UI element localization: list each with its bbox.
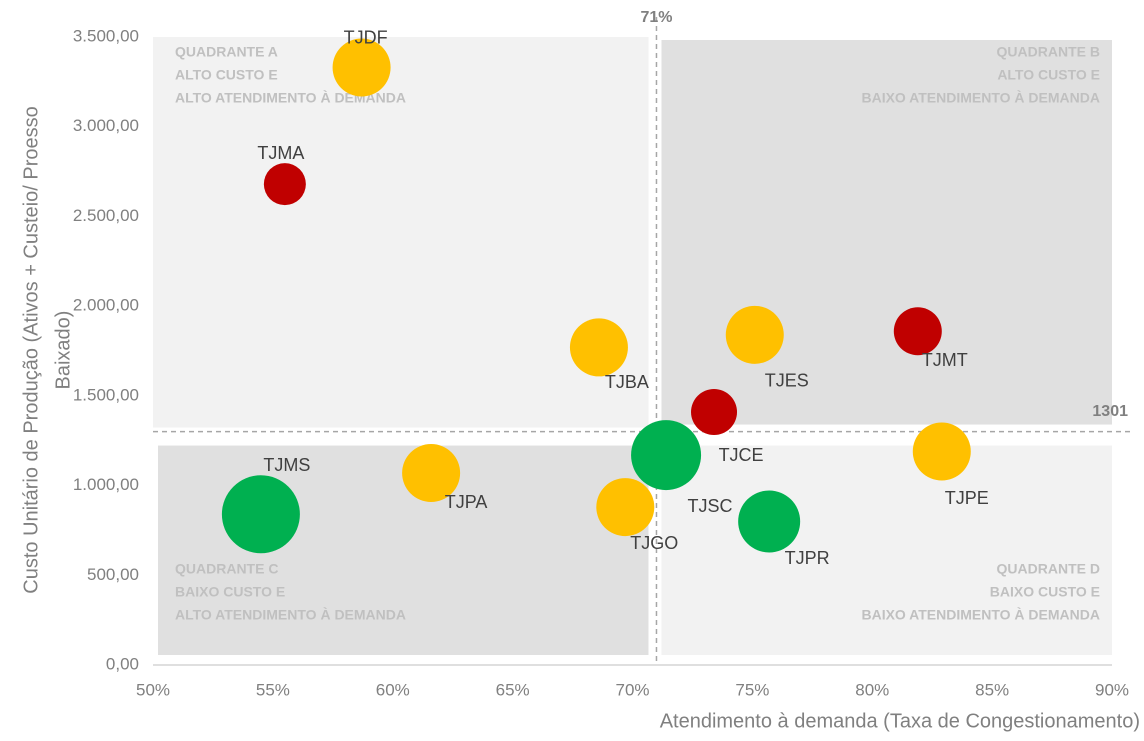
x-axis-label: Atendimento à demanda (Taxa de Congestio… [660, 710, 1140, 732]
bubble [221, 475, 300, 554]
bubble [691, 389, 738, 436]
bubble [402, 444, 461, 503]
bubble [631, 420, 702, 491]
x-tick-label: 60% [376, 680, 410, 699]
point-label: TJBA [605, 372, 649, 392]
quadrant-label: BAIXO ATENDIMENTO À DEMANDA [861, 606, 1100, 622]
quadrant-label: ALTO ATENDIMENTO À DEMANDA [175, 606, 406, 622]
x-tick-label: 65% [496, 680, 530, 699]
point-label: TJMS [263, 455, 310, 475]
bubble [596, 478, 655, 537]
point-label: TJMT [922, 350, 968, 370]
point-label: TJPE [945, 488, 989, 508]
y-tick-label: 2.500,00 [73, 206, 139, 225]
quadrant-bg [661, 40, 1112, 425]
point-label: TJSC [688, 496, 733, 516]
point-label: TJCE [719, 445, 764, 465]
quadrant-label: ALTO ATENDIMENTO À DEMANDA [175, 90, 406, 106]
point-label: TJGO [630, 533, 678, 553]
point-label: TJDF [344, 27, 388, 47]
x-tick-label: 85% [975, 680, 1009, 699]
x-tick-label: 50% [136, 680, 170, 699]
y-tick-label: 500,00 [87, 565, 139, 584]
x-tick-label: 55% [256, 680, 290, 699]
point-label: TJPA [445, 492, 488, 512]
quadrant-label: BAIXO CUSTO E [175, 583, 285, 599]
bubble [332, 38, 391, 97]
x-tick-label: 70% [615, 680, 649, 699]
bubble [912, 422, 971, 481]
bubble [738, 490, 801, 553]
v-reference-label: 71% [640, 9, 672, 26]
y-tick-label: 1.500,00 [73, 385, 139, 404]
bubble [893, 307, 942, 356]
y-tick-label: 0,00 [106, 654, 139, 673]
bubble [263, 163, 306, 206]
quadrant-label: BAIXO ATENDIMENTO À DEMANDA [861, 90, 1100, 106]
point-label: TJMA [257, 143, 304, 163]
quadrant-label: QUADRANTE A [175, 44, 278, 60]
quadrant-label: QUADRANTE B [997, 44, 1100, 60]
y-axis-label: Custo Unitário de Produção (Ativos + Cus… [20, 106, 42, 593]
bubble [569, 318, 628, 377]
quadrant-label: QUADRANTE C [175, 560, 278, 576]
quadrant-bg [661, 445, 1112, 655]
quadrant-bg [153, 37, 649, 428]
point-label: TJPR [785, 548, 830, 568]
x-tick-label: 75% [735, 680, 769, 699]
quadrant-label: BAIXO CUSTO E [990, 583, 1100, 599]
y-axis-label: Baixado) [52, 311, 74, 390]
quadrant-label: ALTO CUSTO E [175, 67, 278, 83]
y-tick-label: 1.000,00 [73, 475, 139, 494]
point-label: TJES [765, 371, 809, 391]
y-tick-label: 3.000,00 [73, 116, 139, 135]
h-reference-label: 1301 [1092, 403, 1128, 420]
x-tick-label: 80% [855, 680, 889, 699]
y-tick-label: 2.000,00 [73, 296, 139, 315]
quadrant-label: QUADRANTE D [997, 560, 1100, 576]
y-tick-label: 3.500,00 [73, 26, 139, 45]
x-tick-label: 90% [1095, 680, 1129, 699]
bubble [725, 305, 784, 364]
quadrant-label: ALTO CUSTO E [997, 67, 1100, 83]
